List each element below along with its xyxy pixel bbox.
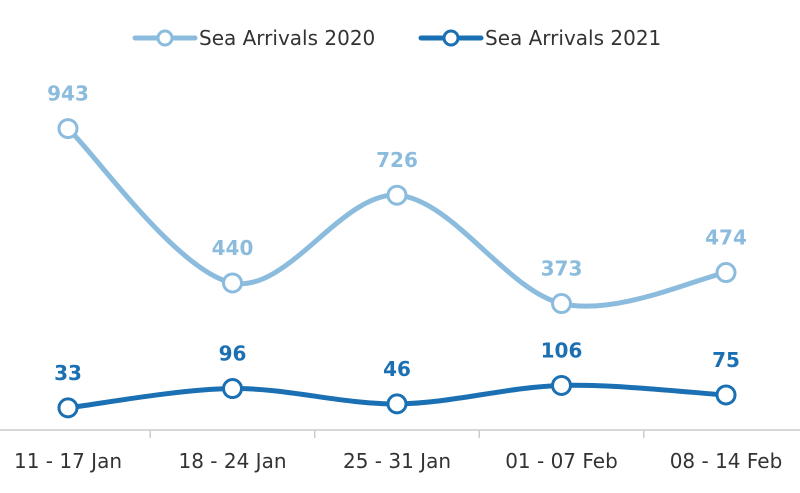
x-tick-label: 08 - 14 Feb (670, 449, 783, 473)
legend-point-marker (156, 29, 174, 47)
data-label: 943 (47, 82, 89, 106)
data-label: 440 (212, 236, 254, 260)
x-tick-label: 18 - 24 Jan (178, 449, 286, 473)
legend-label: Sea Arrivals 2020 (199, 26, 375, 50)
x-tick-label: 01 - 07 Feb (505, 449, 618, 473)
data-points (57, 118, 737, 419)
data-point (386, 184, 408, 206)
legend-item-sea-arrivals-2020: Sea Arrivals 2020 (132, 26, 375, 50)
data-label: 373 (541, 257, 583, 281)
data-labels: 943 440 726 373 474 33 96 46 106 75 (47, 82, 747, 385)
data-label: 726 (376, 148, 418, 172)
x-tick-label: 11 - 17 Jan (14, 449, 122, 473)
data-label: 474 (705, 226, 747, 250)
data-label: 33 (54, 361, 82, 385)
data-label: 106 (541, 338, 583, 362)
data-point (551, 374, 572, 396)
x-tick-label: 25 - 31 Jan (343, 449, 451, 473)
legend-item-sea-arrivals-2021: Sea Arrivals 2021 (418, 26, 661, 50)
legend-label: Sea Arrivals 2021 (485, 26, 661, 50)
data-point (222, 378, 243, 400)
data-label: 46 (383, 357, 411, 381)
data-point (551, 293, 572, 315)
data-point (57, 397, 79, 419)
data-point (715, 384, 737, 406)
data-label: 75 (712, 348, 740, 372)
data-point (222, 272, 243, 294)
legend-point-marker (442, 29, 460, 47)
data-point (57, 118, 79, 140)
legend: Sea Arrivals 2020 Sea Arrivals 2021 (132, 26, 661, 50)
x-axis: 11 - 17 Jan 18 - 24 Jan 25 - 31 Jan 01 - 07… (0, 429, 800, 473)
data-label: 96 (219, 342, 247, 366)
data-point (386, 393, 408, 415)
data-point (715, 262, 737, 284)
